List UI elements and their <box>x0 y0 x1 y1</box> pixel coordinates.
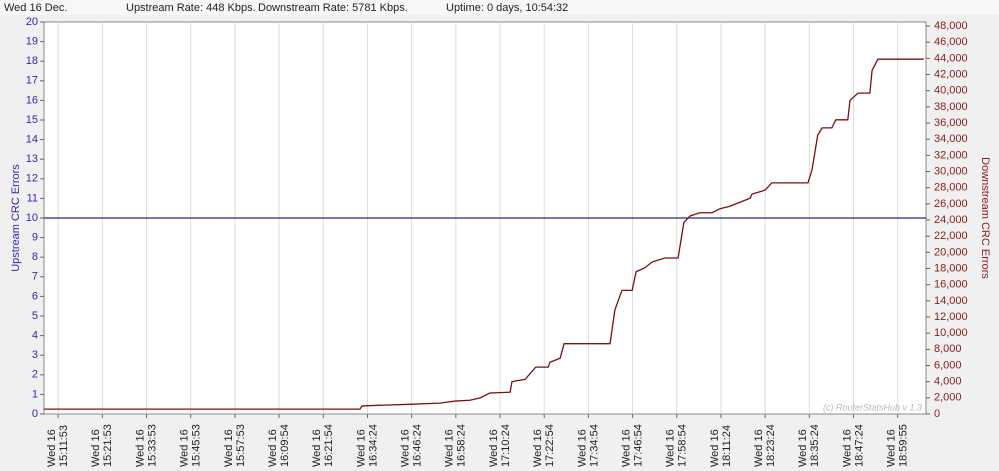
y2-tick-label: 0 <box>934 408 940 420</box>
x-tick-label: 18:23:24 <box>765 424 777 467</box>
x-tick-label: 18:11:24 <box>721 425 733 467</box>
y2-tick-label: 38,000 <box>934 101 968 113</box>
y-tick-label: 15 <box>26 114 38 126</box>
y2-tick-label: 40,000 <box>934 85 968 97</box>
x-tick-label: 18:35:24 <box>809 424 821 467</box>
x-tick-label: 17:34:54 <box>588 424 600 467</box>
x-tick-day: Wed 16 <box>532 429 544 467</box>
y2-axis-title: Downstream CRC Errors <box>979 157 991 279</box>
y2-tick-label: 30,000 <box>934 165 968 177</box>
y2-tick-label: 32,000 <box>934 149 968 161</box>
y-tick-label: 9 <box>32 232 38 244</box>
y-tick-label: 13 <box>26 153 38 165</box>
x-tick-label: 16:34:24 <box>367 424 379 467</box>
x-tick-day: Wed 16 <box>400 429 412 467</box>
x-tick-label: 18:47:24 <box>853 424 865 467</box>
x-tick-label: 15:45:53 <box>191 424 203 467</box>
x-tick-label: 16:09:54 <box>279 424 291 467</box>
x-tick-label: 18:59:55 <box>898 424 910 467</box>
y2-tick-label: 14,000 <box>934 295 968 307</box>
x-tick-label: 16:46:24 <box>412 424 424 467</box>
y2-tick-label: 4,000 <box>934 376 962 388</box>
y-tick-label: 0 <box>32 408 38 420</box>
watermark: (c) RouterStatsHub v 1.3 <box>823 402 922 412</box>
x-tick-day: Wed 16 <box>444 429 456 467</box>
x-tick-label: 15:11:53 <box>58 425 70 467</box>
x-tick-day: Wed 16 <box>311 429 323 467</box>
uptime: Uptime: 0 days, 10:54:32 <box>446 2 568 14</box>
y-tick-label: 8 <box>32 251 38 263</box>
x-tick-day: Wed 16 <box>665 429 677 467</box>
y-tick-label: 11 <box>27 192 38 204</box>
y-tick-label: 4 <box>32 330 38 342</box>
y2-tick-label: 28,000 <box>934 182 968 194</box>
y-tick-label: 19 <box>26 36 38 48</box>
y2-tick-label: 16,000 <box>934 279 968 291</box>
x-tick-label: 15:57:53 <box>235 424 247 467</box>
y2-tick-label: 18,000 <box>934 262 968 274</box>
y-tick-label: 5 <box>32 310 38 322</box>
x-tick-label: 15:33:53 <box>146 424 158 467</box>
x-tick-label: 15:21:53 <box>102 424 114 467</box>
y2-tick-label: 2,000 <box>934 392 962 404</box>
y2-tick-label: 42,000 <box>934 68 968 80</box>
x-tick-day: Wed 16 <box>488 429 500 467</box>
x-tick-day: Wed 16 <box>223 429 235 467</box>
y2-tick-label: 34,000 <box>934 133 968 145</box>
y-tick-label: 16 <box>26 94 38 106</box>
y2-tick-label: 6,000 <box>934 359 962 371</box>
x-tick-label: 16:58:24 <box>456 424 468 467</box>
x-tick-label: 17:46:54 <box>632 424 644 467</box>
y-tick-label: 14 <box>26 134 38 146</box>
y-tick-label: 7 <box>32 271 38 283</box>
y-tick-label: 2 <box>32 369 38 381</box>
x-tick-day: Wed 16 <box>753 429 765 467</box>
y2-tick-label: 36,000 <box>934 117 968 129</box>
y2-tick-label: 44,000 <box>934 52 968 64</box>
date: Wed 16 Dec. <box>4 2 67 14</box>
y2-tick-label: 48,000 <box>934 20 968 32</box>
y-tick-label: 3 <box>32 349 38 361</box>
y2-tick-label: 22,000 <box>934 230 968 242</box>
y2-tick-label: 8,000 <box>934 343 962 355</box>
y2-tick-label: 46,000 <box>934 36 968 48</box>
x-tick-day: Wed 16 <box>841 429 853 467</box>
downstream-rate: Downstream Rate: 5781 Kbps. <box>258 2 408 14</box>
status-bar <box>0 0 999 15</box>
upstream-rate: Upstream Rate: 448 Kbps. <box>126 2 256 14</box>
x-tick-day: Wed 16 <box>46 429 58 467</box>
y-tick-label: 10 <box>26 212 38 224</box>
y-tick-label: 12 <box>26 173 38 185</box>
series-line <box>44 58 924 410</box>
x-tick-day: Wed 16 <box>576 429 588 467</box>
x-tick-label: 17:10:24 <box>500 424 512 467</box>
x-tick-day: Wed 16 <box>134 429 146 467</box>
x-tick-day: Wed 16 <box>620 429 632 467</box>
y2-tick-label: 12,000 <box>934 311 968 323</box>
y-tick-label: 17 <box>26 75 38 87</box>
x-tick-day: Wed 16 <box>90 429 102 467</box>
y-tick-label: 18 <box>26 55 38 67</box>
y-axis-title: Upstream CRC Errors <box>10 164 22 272</box>
y2-tick-label: 24,000 <box>934 214 968 226</box>
y2-tick-label: 26,000 <box>934 198 968 210</box>
x-tick-day: Wed 16 <box>709 429 721 467</box>
y2-tick-label: 20,000 <box>934 246 968 258</box>
y-tick-label: 1 <box>32 388 38 400</box>
x-tick-day: Wed 16 <box>797 429 809 467</box>
x-tick-label: 17:58:54 <box>677 424 689 467</box>
x-tick-label: 17:22:54 <box>544 424 556 467</box>
y2-tick-label: 10,000 <box>934 327 968 339</box>
x-tick-day: Wed 16 <box>886 429 898 467</box>
x-tick-day: Wed 16 <box>267 429 279 467</box>
y-tick-label: 6 <box>32 290 38 302</box>
x-tick-label: 16:21:54 <box>323 424 335 467</box>
x-tick-day: Wed 16 <box>355 429 367 467</box>
x-tick-day: Wed 16 <box>179 429 191 467</box>
y-tick-label: 20 <box>26 16 38 28</box>
